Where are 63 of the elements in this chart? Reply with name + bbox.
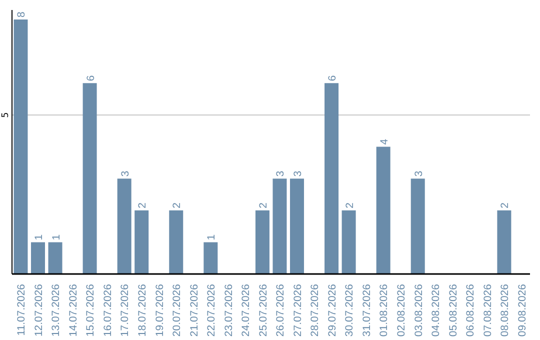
data-label: 3 [119, 170, 132, 177]
bar [82, 83, 97, 274]
bar [14, 20, 28, 274]
data-label: 2 [171, 202, 184, 208]
bar [48, 242, 62, 274]
bar [290, 178, 304, 274]
bar [134, 210, 149, 274]
x-tick-label: 12.07.2026 [32, 284, 45, 337]
x-tick-label: 25.07.2026 [257, 284, 270, 337]
x-tick-label: 26.07.2026 [274, 284, 287, 337]
data-label: 3 [292, 170, 304, 177]
x-tick-label: 19.07.2026 [154, 284, 166, 337]
data-label: 8 [16, 12, 28, 18]
y-tick-label: 5 [1, 112, 11, 118]
data-label: 6 [84, 75, 97, 82]
x-tick-label: 01.08.2026 [378, 284, 390, 337]
data-label: 1 [32, 234, 45, 240]
x-tick-label: 17.07.2026 [119, 284, 132, 337]
data-label: 6 [326, 75, 339, 82]
data-label: 3 [274, 170, 287, 177]
data-label: 1 [206, 234, 218, 240]
data-label: 4 [378, 138, 390, 145]
bar [255, 210, 270, 274]
x-tick-label: 31.07.2026 [360, 284, 373, 337]
bar [497, 210, 512, 274]
x-tick-label: 30.07.2026 [344, 284, 356, 337]
bar [324, 83, 339, 274]
data-label: 2 [344, 202, 356, 208]
x-tick-label: 24.07.2026 [240, 284, 252, 337]
bar [169, 210, 184, 274]
data-label: 2 [136, 202, 149, 208]
x-tick-label: 09.08.2026 [516, 284, 528, 337]
x-tick-label: 20.07.2026 [171, 284, 184, 337]
x-tick-label: 23.07.2026 [222, 284, 235, 337]
x-tick-label: 18.07.2026 [136, 284, 148, 337]
bar [30, 242, 45, 274]
data-label: 3 [412, 170, 425, 177]
bar [342, 210, 356, 274]
x-tick-label: 29.07.2026 [326, 284, 338, 337]
x-tick-label: 05.08.2026 [447, 284, 460, 337]
x-tick-label: 06.08.2026 [464, 284, 477, 337]
x-tick-label: 27.07.2026 [292, 284, 304, 337]
x-tick-label: 21.07.2026 [188, 284, 200, 337]
x-tick-label: 22.07.2026 [206, 284, 218, 337]
x-tick-label: 11.07.2026 [16, 284, 28, 336]
x-tick-label: 02.08.2026 [396, 284, 408, 337]
data-label: 2 [499, 202, 512, 208]
x-tick-label: 28.07.2026 [309, 284, 322, 337]
x-tick-label: 13.07.2026 [50, 284, 62, 337]
x-tick-label: 03.08.2026 [412, 284, 425, 337]
bar [410, 178, 425, 274]
bar [272, 178, 287, 274]
bar [204, 242, 218, 274]
x-tick-label: 08.08.2026 [499, 284, 512, 337]
x-tick-label: 16.07.2026 [102, 284, 114, 337]
bar [376, 146, 390, 274]
x-tick-label: 07.08.2026 [482, 284, 494, 337]
bar [117, 178, 132, 274]
data-label: 1 [50, 234, 62, 240]
x-tick-label: 04.08.2026 [430, 284, 442, 337]
x-tick-label: 14.07.2026 [67, 284, 80, 337]
data-label: 2 [257, 202, 270, 208]
x-tick-label: 15.07.2026 [84, 284, 97, 337]
